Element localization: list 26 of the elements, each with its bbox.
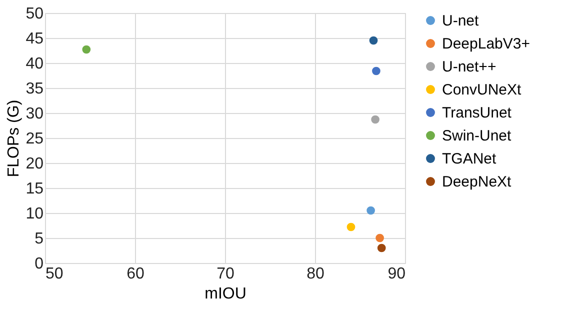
legend-label: U-net — [442, 12, 480, 30]
x-tick-label: 80 — [306, 266, 324, 282]
y-tick-label: 50 — [26, 6, 44, 22]
y-tick-label: 25 — [26, 130, 44, 148]
x-tick-label: 90 — [388, 266, 406, 282]
y-tick-label: 5 — [34, 230, 44, 248]
y-tick-label: 10 — [26, 206, 44, 222]
y-tick-label: 35 — [26, 80, 44, 98]
y-tick-label: 0 — [34, 256, 44, 272]
legend-label: TransUnet — [442, 104, 512, 122]
y-tick-label: 30 — [26, 106, 44, 122]
y-axis-title: FLOPs (G) — [6, 100, 23, 178]
x-tick-label: 70 — [216, 266, 234, 282]
legend-label: Swin-Unet — [442, 128, 512, 144]
x-tick-label: 50 — [46, 266, 64, 282]
legend-label: DeepLabV3+ — [442, 36, 530, 52]
legend-label: DeepNeXt — [442, 174, 512, 190]
y-tick-label: 45 — [26, 30, 44, 48]
legend-label: ConvUNeXt — [442, 82, 522, 98]
x-tick-label: 60 — [126, 266, 144, 282]
y-tick-label: 15 — [26, 180, 44, 198]
y-tick-label: 40 — [26, 56, 44, 72]
legend-label: U-net++ — [442, 58, 496, 76]
y-tick-label: 20 — [26, 156, 44, 172]
legend-label: TGANet — [442, 150, 498, 168]
x-axis-title: mIOU — [204, 286, 246, 302]
